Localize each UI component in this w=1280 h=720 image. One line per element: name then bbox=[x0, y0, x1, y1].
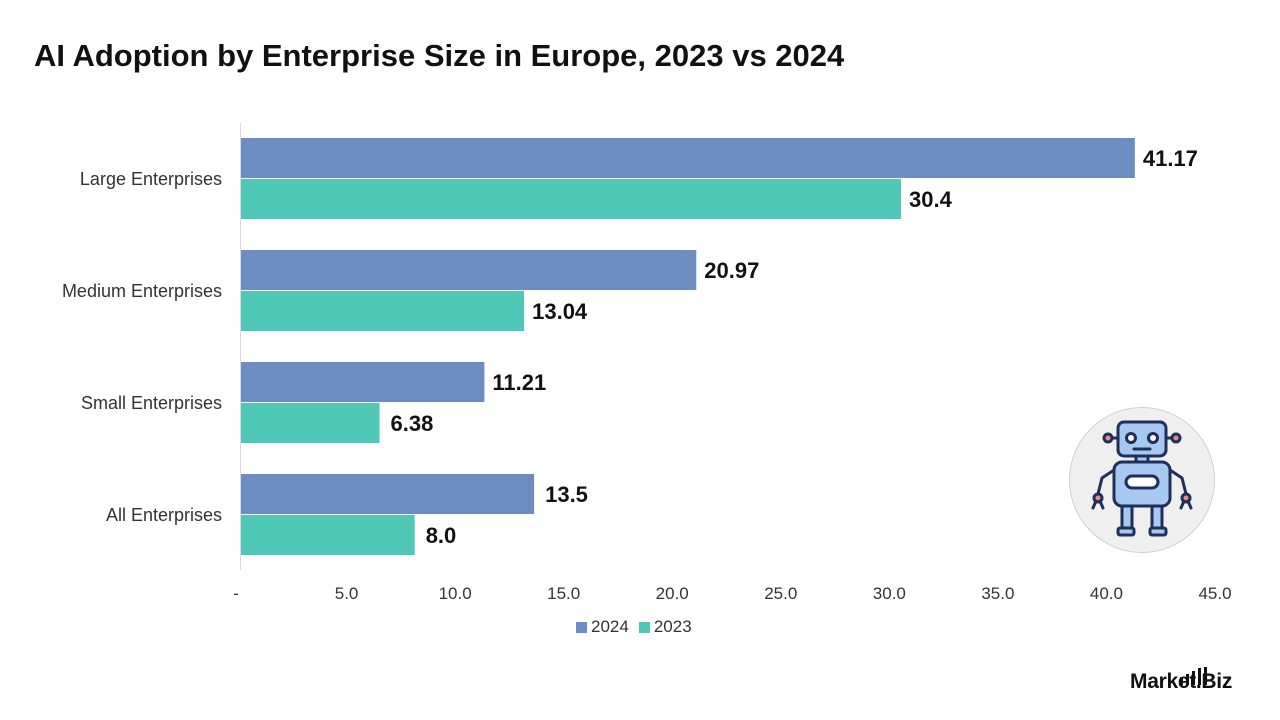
robot-icon bbox=[1091, 420, 1193, 537]
bar-large-enterprises-2024 bbox=[241, 138, 1135, 178]
x-tick-label: - bbox=[233, 584, 239, 603]
bar-medium-enterprises-2024 bbox=[241, 250, 697, 290]
bar-small-enterprises-2024 bbox=[241, 362, 485, 402]
data-label-small-enterprises-2023: 6.38 bbox=[391, 411, 434, 436]
data-label-medium-enterprises-2024: 20.97 bbox=[704, 258, 759, 283]
data-label-all-enterprises-2023: 8.0 bbox=[426, 523, 457, 548]
category-label-medium-enterprises: Medium Enterprises bbox=[62, 281, 222, 301]
data-label-small-enterprises-2024: 11.21 bbox=[492, 370, 546, 395]
category-label-small-enterprises: Small Enterprises bbox=[81, 393, 222, 413]
legend-swatch-2024 bbox=[576, 621, 587, 633]
x-tick-label: 15.0 bbox=[547, 584, 580, 603]
bar-medium-enterprises-2023 bbox=[241, 291, 525, 331]
bar-large-enterprises-2023 bbox=[241, 179, 902, 219]
x-tick-labels: - 5.0 10.0 15.0 20.0 25.0 30.0 35.0 40.0 45.0 bbox=[233, 584, 1231, 603]
legend-label-2024: 2024 bbox=[591, 617, 629, 636]
x-tick-label: 40.0 bbox=[1090, 584, 1123, 603]
x-tick-label: 45.0 bbox=[1198, 584, 1231, 603]
x-tick-label: 5.0 bbox=[335, 584, 359, 603]
category-label-large-enterprises: Large Enterprises bbox=[80, 169, 222, 189]
x-tick-label: 30.0 bbox=[873, 584, 906, 603]
category-labels: Large Enterprises Medium Enterprises Small… bbox=[62, 169, 222, 525]
data-label-all-enterprises-2024: 13.5 bbox=[545, 482, 588, 507]
robot-badge bbox=[1069, 407, 1215, 553]
data-label-medium-enterprises-2023: 13.04 bbox=[532, 299, 588, 324]
x-tick-label: 10.0 bbox=[439, 584, 472, 603]
data-label-large-enterprises-2024: 41.17 bbox=[1143, 146, 1198, 171]
legend-item-2024: 2024 bbox=[576, 617, 629, 637]
legend-swatch-2023 bbox=[638, 621, 650, 633]
bar-small-enterprises-2023 bbox=[241, 403, 380, 443]
data-label-large-enterprises-2023: 30.4 bbox=[909, 187, 953, 212]
legend: 2024 2023 bbox=[576, 617, 692, 637]
brand-logo: Market.Biz bbox=[1130, 667, 1232, 694]
legend-item-2023: 2023 bbox=[638, 617, 692, 637]
bar-all-enterprises-2024 bbox=[241, 474, 535, 514]
data-labels: 41.17 30.4 20.97 13.04 11.21 6.38 13.5 8.0 bbox=[391, 146, 1198, 548]
x-tick-label: 20.0 bbox=[656, 584, 689, 603]
bar-all-enterprises-2023 bbox=[241, 515, 415, 555]
x-tick-label: 35.0 bbox=[981, 584, 1014, 603]
signal-bars-icon bbox=[1180, 667, 1207, 685]
chart-title: AI Adoption by Enterprise Size in Europe… bbox=[34, 38, 845, 73]
legend-label-2023: 2023 bbox=[653, 617, 692, 636]
x-tick-label: 25.0 bbox=[764, 584, 797, 603]
category-label-all-enterprises: All Enterprises bbox=[106, 505, 222, 525]
bars-group bbox=[241, 138, 1135, 555]
